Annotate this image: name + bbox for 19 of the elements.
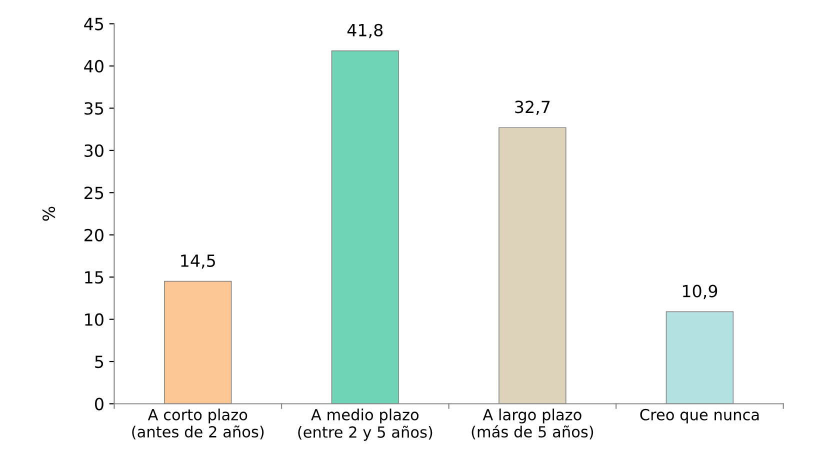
x-tick-label: A corto plazo (antes de 2 años) [132,408,264,440]
data-label: 14,5 [181,254,215,269]
y-tick-label: 20 [84,228,104,242]
y-tick-label: 0 [95,398,104,410]
y-axis-title: % [42,206,56,221]
x-tick-label: A largo plazo (más de 5 años) [472,408,594,440]
x-tick-label: A medio plazo (entre 2 y 5 años) [298,408,432,441]
y-tick-label: 15 [85,271,104,284]
y-tick-label: 40 [84,60,104,73]
y-tick-label: 5 [95,356,104,368]
y-tick-label: 25 [84,186,104,200]
y-tick-label: 45 [84,18,104,30]
y-tick-label: 30 [84,144,104,157]
data-label: 41,8 [347,24,383,38]
y-tick-label: 35 [84,102,104,115]
data-label: 32,7 [515,100,550,115]
y-tick-label: 10 [85,313,104,326]
x-tick-label: Creo que nunca [640,408,759,424]
data-label: 10,9 [682,284,718,300]
